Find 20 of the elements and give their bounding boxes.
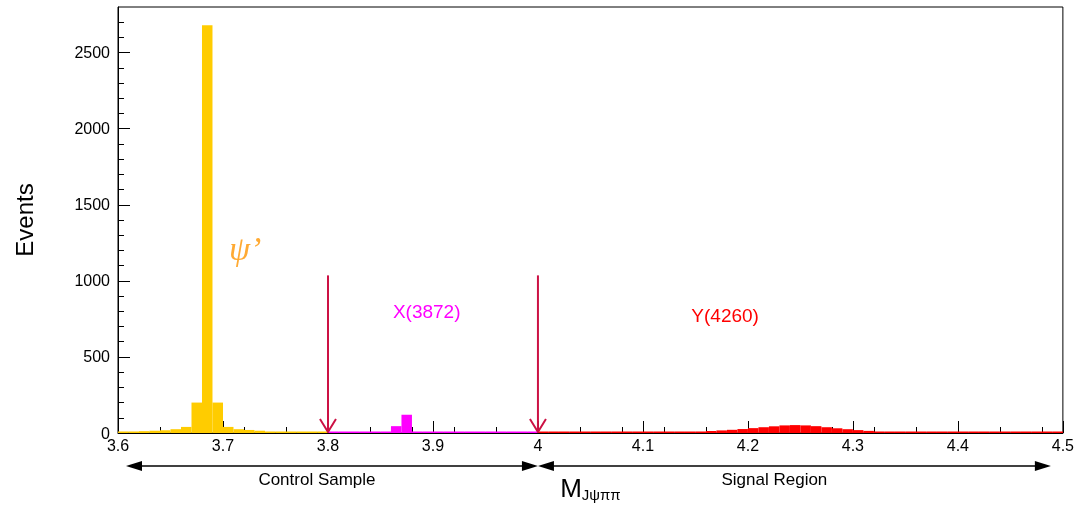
x-tick-label: 4.3 xyxy=(841,436,865,454)
x-tick-label: 3.8 xyxy=(316,436,340,454)
y-tick-label: 2000 xyxy=(74,120,111,138)
y-tick-label: 1500 xyxy=(74,196,111,214)
text: Signal Region xyxy=(721,470,828,489)
annotation: X(3872) xyxy=(392,301,461,323)
x-tick-label: 3.7 xyxy=(211,436,235,454)
x-tick-label: 4 xyxy=(533,436,543,454)
x-tick-label: 3.9 xyxy=(421,436,445,454)
text: Control Sample xyxy=(258,470,376,489)
annotation: Y(4260) xyxy=(691,305,759,327)
y-tick-label: 2500 xyxy=(74,44,111,62)
annotation: ψ’ xyxy=(229,229,262,267)
y-tick-label: 500 xyxy=(83,348,111,366)
x-tick-label: 4.5 xyxy=(1051,436,1075,454)
y-axis-title: Events xyxy=(10,183,38,257)
x-tick-label: 4.4 xyxy=(946,436,970,454)
x-tick-label: 4.2 xyxy=(736,436,760,454)
x-tick-label: 4.1 xyxy=(631,436,655,454)
y-tick-label: 1000 xyxy=(74,272,111,290)
